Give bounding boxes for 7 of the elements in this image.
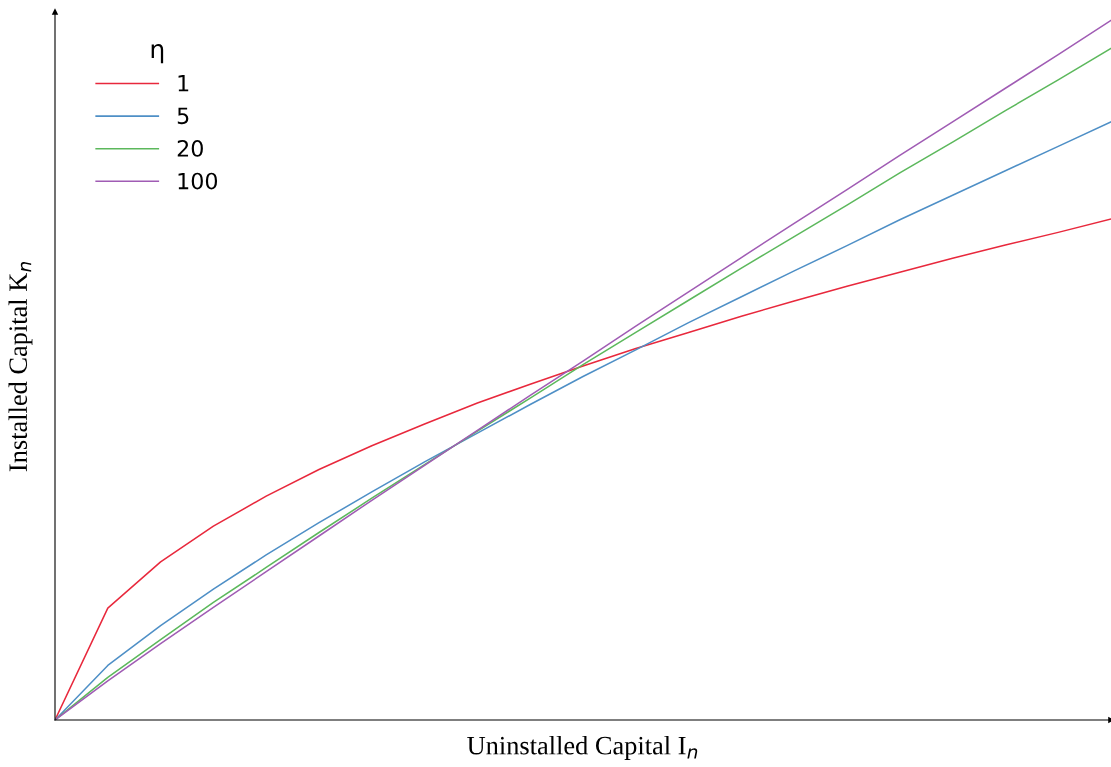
legend-label: 1 — [178, 75, 189, 92]
y-axis-title: Installed Capital K$_{n}$ — [8, 262, 33, 472]
legend-label: 5 — [177, 107, 189, 125]
legend-title: η — [151, 44, 164, 64]
x-axis-title: Uninstalled Capital I$_{n}$ — [467, 735, 698, 760]
legend-label: 20 — [177, 140, 203, 157]
legend-label: 100 — [178, 172, 218, 190]
